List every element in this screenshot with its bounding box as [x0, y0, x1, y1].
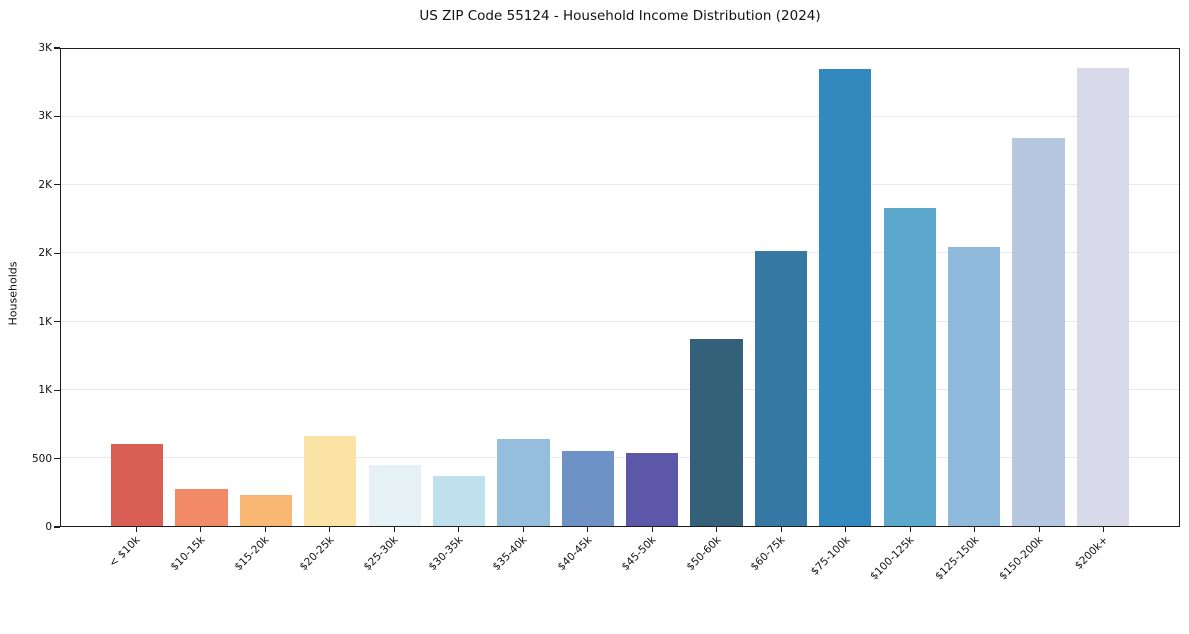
y-tick-label: 500 — [31, 452, 52, 465]
y-tick-mark — [54, 526, 60, 528]
y-tick-label: 1K — [38, 384, 52, 397]
y-tick-label: 0 — [45, 521, 52, 533]
x-tick-mark — [1038, 527, 1040, 532]
bar-10-15k — [175, 489, 228, 526]
bar-150-200k — [1012, 137, 1065, 526]
bar-slot — [749, 49, 813, 526]
x-tick-mark — [909, 527, 911, 532]
x-tick-mark — [651, 527, 653, 532]
bar-slot — [234, 49, 298, 526]
bar-25-30k — [368, 465, 421, 526]
chart-title: US ZIP Code 55124 - Household Income Dis… — [419, 8, 821, 24]
x-tick-mark — [716, 527, 718, 532]
y-tick-mark — [54, 115, 60, 118]
gridline — [61, 320, 1179, 322]
bar-20-25k — [304, 436, 357, 526]
bar-45-50k — [626, 453, 679, 526]
y-tick-mark — [54, 389, 60, 391]
bar-100-125k — [883, 207, 936, 526]
bar-30-35k — [432, 476, 486, 526]
y-tick-mark — [54, 321, 60, 323]
bar-slot — [556, 49, 620, 526]
gridline — [61, 388, 1179, 390]
x-tick-mark — [329, 527, 331, 532]
bar-slot — [1006, 49, 1070, 526]
y-tick-mark — [54, 252, 60, 254]
bar-15-20k — [239, 495, 292, 526]
x-tick-mark — [974, 527, 976, 532]
figure: US ZIP Code 55124 - Household Income Dis… — [6, 8, 1180, 583]
plot-area — [60, 48, 1180, 527]
x-tick-mark — [200, 527, 202, 532]
bar-slot — [363, 49, 427, 526]
bar-slot — [942, 49, 1006, 526]
y-tick-mark — [54, 184, 60, 186]
bar-35-40k — [497, 438, 550, 526]
bar-slot — [105, 49, 169, 526]
y-tick-mark — [54, 47, 60, 49]
x-tick-mark — [780, 527, 782, 532]
bar-slot — [298, 49, 362, 526]
y-tick-label: 3K — [38, 110, 52, 123]
x-tick-mark — [393, 527, 395, 532]
x-tick-mark — [1103, 527, 1105, 532]
bar-10k — [111, 444, 164, 526]
y-tick-label: 2K — [38, 247, 52, 260]
bar-slot — [427, 49, 491, 526]
bar-slot — [684, 49, 748, 526]
bar-slot — [491, 49, 555, 526]
y-axis-title: Households — [6, 261, 20, 326]
bar-slot — [1071, 49, 1135, 526]
bars-row — [105, 49, 1135, 526]
bar-50-60k — [690, 339, 743, 526]
bar-slot — [169, 49, 233, 526]
x-tick-mark — [587, 527, 589, 532]
y-tick-mark — [54, 457, 60, 460]
bar-slot — [620, 49, 684, 526]
bar-125-150k — [947, 246, 1001, 526]
y-tick-label: 1K — [38, 315, 52, 328]
x-tick-mark — [264, 527, 266, 532]
gridline — [61, 252, 1179, 254]
bar-75-100k — [819, 69, 872, 526]
x-tick-mark — [135, 527, 137, 532]
gridline — [61, 456, 1179, 458]
bar-slot — [878, 49, 942, 526]
y-tick-label: 3K — [38, 42, 52, 54]
x-tick-mark — [845, 527, 847, 532]
x-tick-mark — [522, 527, 524, 532]
bar-200k+ — [1076, 68, 1129, 526]
bar-40-45k — [561, 451, 614, 526]
bar-60-75k — [754, 250, 807, 526]
bar-slot — [813, 49, 877, 526]
y-tick-label: 2K — [38, 178, 52, 191]
x-tick-mark — [458, 527, 460, 532]
gridline — [61, 184, 1179, 186]
gridline — [61, 116, 1179, 118]
